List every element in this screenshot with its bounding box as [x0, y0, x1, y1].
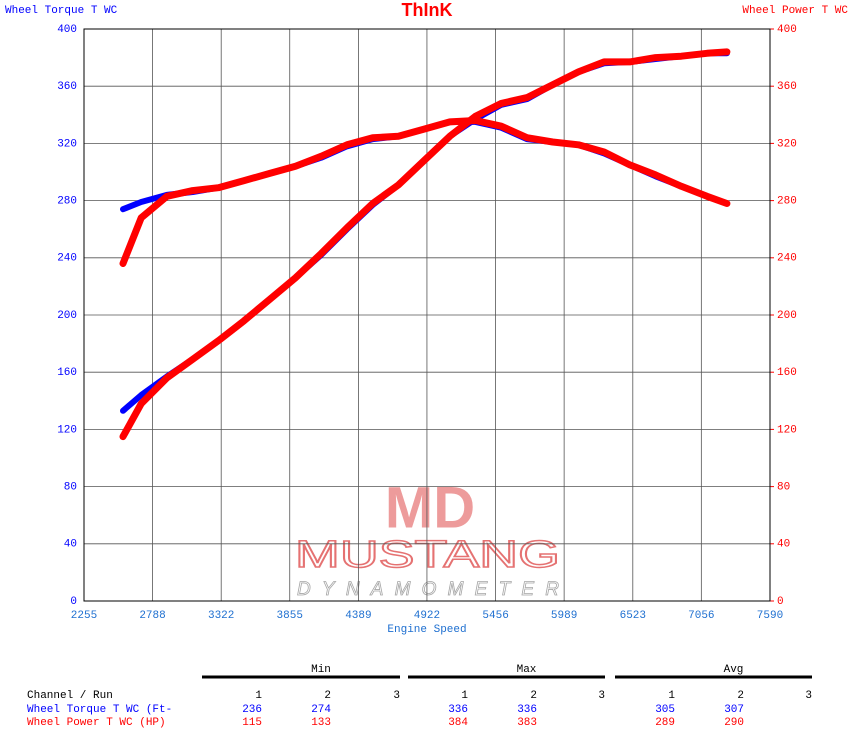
- x-tick-label: 2255: [71, 610, 97, 622]
- table-run: 1: [255, 690, 262, 702]
- table-value: 115: [242, 717, 262, 729]
- table-header-label: Channel / Run: [27, 690, 113, 702]
- table-value: 336: [448, 704, 468, 716]
- table-group-header: Max: [517, 664, 537, 676]
- table-row-label: Wheel Power T WC (HP): [27, 717, 166, 729]
- y-tick-label: 400: [57, 24, 77, 36]
- series-line: [119, 117, 731, 267]
- table-value: 133: [311, 717, 331, 729]
- table-run: 1: [461, 690, 468, 702]
- table-value: 336: [517, 704, 537, 716]
- y2-tick-label: 280: [777, 196, 797, 208]
- plot-border: [83, 28, 771, 602]
- chart-title: ThInK: [402, 0, 453, 20]
- y-tick-label: 80: [64, 482, 77, 494]
- y-tick-label: 280: [57, 196, 77, 208]
- y-tick-label: 0: [70, 596, 77, 608]
- y-tick-label: 40: [64, 539, 77, 551]
- y-axis-label: Wheel Torque T WC: [5, 5, 118, 17]
- table-run: 3: [805, 690, 812, 702]
- series-line: [119, 48, 731, 441]
- x-tick-label: 5456: [482, 610, 508, 622]
- table-run: 2: [737, 690, 744, 702]
- watermark: MD MUSTANG DYNAMOMETER: [294, 475, 561, 600]
- table-value: 384: [448, 717, 468, 729]
- y-tick-label: 160: [57, 367, 77, 379]
- watermark-sub: DYNAMOMETER: [297, 579, 559, 600]
- table-value: 290: [724, 717, 744, 729]
- x-tick-label: 7056: [688, 610, 714, 622]
- y2-tick-label: 160: [777, 367, 797, 379]
- x-tick-label: 4922: [414, 610, 440, 622]
- table-run: 3: [393, 690, 400, 702]
- y2-tick-label: 40: [777, 539, 790, 551]
- y2-tick-label: 120: [777, 424, 797, 436]
- table-group-header: Avg: [724, 664, 744, 676]
- y2-tick-label: 0: [777, 596, 784, 608]
- table-run: 3: [598, 690, 605, 702]
- y-tick-label: 240: [57, 253, 77, 265]
- series-line: [120, 50, 730, 414]
- table-run: 1: [668, 690, 675, 702]
- y2-tick-label: 400: [777, 24, 797, 36]
- watermark-brand: MUSTANG: [295, 534, 560, 576]
- table-group-header: Min: [311, 664, 331, 676]
- x-tick-label: 5989: [551, 610, 577, 622]
- x-axis-label: Engine Speed: [387, 624, 466, 636]
- x-tick-label: 2788: [139, 610, 165, 622]
- x-tick-label: 3855: [277, 610, 303, 622]
- table-row-label: Wheel Torque T WC (Ft-: [27, 704, 172, 716]
- x-tick-label: 3322: [208, 610, 234, 622]
- y2-tick-label: 320: [777, 138, 797, 150]
- watermark-mark: MD: [385, 475, 475, 540]
- table-value: 383: [517, 717, 537, 729]
- table-run: 2: [530, 690, 537, 702]
- y2-axis-label: Wheel Power T WC: [742, 5, 848, 17]
- table-value: 236: [242, 704, 262, 716]
- table-value: 305: [655, 704, 675, 716]
- x-tick-label: 6523: [620, 610, 646, 622]
- table-value: 307: [724, 704, 744, 716]
- table-value: 289: [655, 717, 675, 729]
- y2-tick-label: 200: [777, 310, 797, 322]
- x-tick-label: 4389: [345, 610, 371, 622]
- y-tick-label: 120: [57, 424, 77, 436]
- y2-tick-label: 360: [777, 81, 797, 93]
- table-run: 2: [324, 690, 331, 702]
- table-value: 274: [311, 704, 331, 716]
- x-tick-label: 7590: [757, 610, 783, 622]
- y-tick-label: 320: [57, 138, 77, 150]
- y2-tick-label: 80: [777, 482, 790, 494]
- y2-tick-label: 240: [777, 253, 797, 265]
- y-tick-label: 360: [57, 81, 77, 93]
- y-tick-label: 200: [57, 310, 77, 322]
